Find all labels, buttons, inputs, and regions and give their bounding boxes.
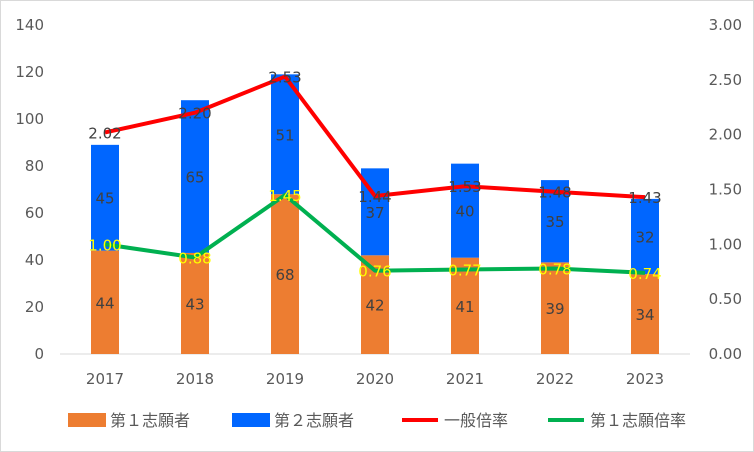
bar-data-label: 68 xyxy=(275,266,294,284)
left-tick-label: 40 xyxy=(25,251,44,269)
bar-data-label: 43 xyxy=(185,295,204,313)
x-tick-label: 2017 xyxy=(86,370,124,388)
bar xyxy=(631,274,659,354)
x-tick-label: 2019 xyxy=(266,370,304,388)
bar xyxy=(541,262,569,354)
right-tick-label: 3.00 xyxy=(709,16,742,34)
left-tick-label: 20 xyxy=(25,298,44,316)
right-tick-label: 1.00 xyxy=(709,235,742,253)
right-tick-label: 1.50 xyxy=(709,181,742,199)
left-tick-label: 100 xyxy=(15,110,44,128)
right-tick-label: 2.00 xyxy=(709,126,742,144)
x-tick-label: 2022 xyxy=(536,370,574,388)
x-axis: 2017 2018 2019 2020 2021 2022 2023 xyxy=(86,370,664,388)
line-data-label: 1.00 xyxy=(88,236,121,254)
legend-entry: 第１志願倍率 xyxy=(590,411,686,430)
bar-data-label: 32 xyxy=(635,229,654,247)
left-tick-label: 60 xyxy=(25,204,44,222)
bar-data-label: 41 xyxy=(455,298,474,316)
bar xyxy=(181,100,209,253)
line-data-label: 1.48 xyxy=(538,184,571,202)
legend-entry: 第２志願者 xyxy=(274,411,354,430)
legend-entry: 第１志願者 xyxy=(110,411,190,430)
bar-data-label: 40 xyxy=(455,203,474,221)
line-data-label: 0.76 xyxy=(358,263,391,281)
bar xyxy=(451,163,479,258)
line-data-label: 0.77 xyxy=(448,262,481,280)
right-tick-label: 0.50 xyxy=(709,290,742,308)
series-line xyxy=(104,74,646,200)
bar-data-label: 44 xyxy=(95,294,114,312)
x-tick-label: 2020 xyxy=(356,370,394,388)
right-axis: 0.00 0.50 1.00 1.50 2.00 2.50 3.00 xyxy=(709,16,742,363)
x-tick-label: 2021 xyxy=(446,370,484,388)
line-data-label: 0.78 xyxy=(538,260,571,278)
bar xyxy=(181,252,209,354)
x-tick-label: 2023 xyxy=(626,370,664,388)
right-tick-label: 2.50 xyxy=(709,71,742,89)
line-data-label: 2.53 xyxy=(268,69,301,87)
line-data-label: 0.88 xyxy=(178,249,211,267)
bar xyxy=(631,198,659,275)
legend-swatch xyxy=(232,413,270,427)
bar-data-label: 51 xyxy=(275,126,294,144)
left-tick-label: 80 xyxy=(25,157,44,175)
bar-data-label: 39 xyxy=(545,300,564,318)
bar-data-label: 35 xyxy=(545,213,564,231)
bar xyxy=(451,257,479,354)
bar-data-label: 34 xyxy=(635,306,654,324)
legend-swatch xyxy=(68,413,106,427)
legend: 第１志願者 第２志願者 一般倍率 第１志願倍率 xyxy=(68,411,686,430)
line-data-label: 0.74 xyxy=(628,265,661,283)
line-data-label: 2.02 xyxy=(88,124,121,142)
line-data-label: 1.53 xyxy=(448,178,481,196)
legend-entry: 一般倍率 xyxy=(444,411,508,430)
x-tick-label: 2018 xyxy=(176,370,214,388)
left-tick-label: 140 xyxy=(15,16,44,34)
bar-data-label: 45 xyxy=(95,190,114,208)
bar-data-label: 42 xyxy=(365,297,384,315)
left-tick-label: 0 xyxy=(34,345,44,363)
left-tick-label: 120 xyxy=(15,63,44,81)
line-data-label: 1.43 xyxy=(628,189,661,207)
bar xyxy=(91,250,119,354)
line-labels: 2.02 2.20 2.53 1.44 1.53 1.48 1.43 1.00 0.88 1.45… xyxy=(88,69,661,283)
lines xyxy=(104,74,646,275)
line-data-label: 1.45 xyxy=(268,187,301,205)
bar xyxy=(271,194,299,354)
bars xyxy=(91,74,659,354)
series-line xyxy=(104,192,646,275)
line-data-label: 1.44 xyxy=(358,188,391,206)
bar xyxy=(271,74,299,195)
bar xyxy=(91,144,119,251)
bar-labels: 44 45 43 65 68 51 42 37 41 40 39 35 34 32 xyxy=(95,126,654,324)
right-tick-label: 0.00 xyxy=(709,345,742,363)
line-data-label: 2.20 xyxy=(178,105,211,123)
left-axis: 0 20 40 60 80 100 120 140 xyxy=(15,16,44,363)
bar-data-label: 37 xyxy=(365,204,384,222)
bar-data-label: 65 xyxy=(185,169,204,187)
